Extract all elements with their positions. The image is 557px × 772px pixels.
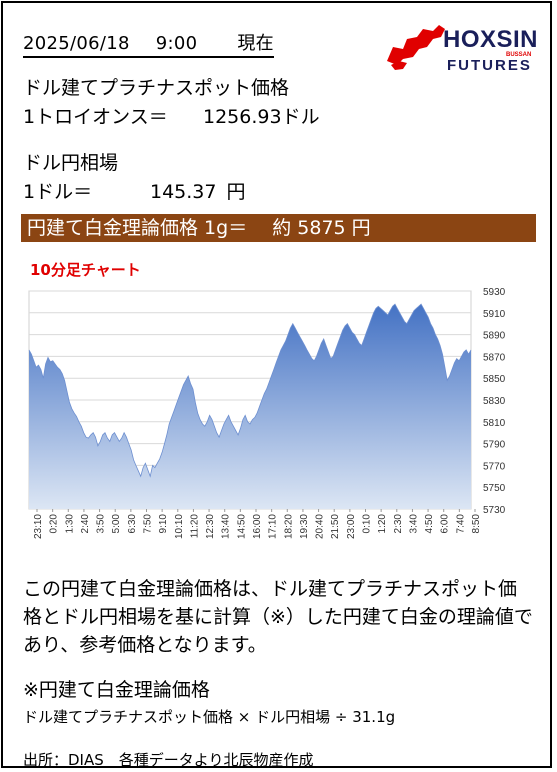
- x-tick-label: 1:20: [377, 514, 388, 534]
- x-tick-label: 8:50: [471, 514, 482, 534]
- x-tick-label: 19:30: [299, 514, 310, 539]
- x-tick-label: 3:50: [96, 514, 107, 534]
- x-tick-label: 14:50: [236, 514, 247, 539]
- source-note: 出所：DIAS 各種データより北辰物産作成: [23, 751, 314, 769]
- x-tick-label: 4:50: [424, 514, 435, 534]
- date-text: 2025/06/18: [23, 33, 130, 54]
- y-tick-label: 5870: [483, 352, 506, 363]
- x-tick-label: 2:30: [393, 514, 404, 534]
- usdjpy-currency: 円: [226, 181, 246, 203]
- x-tick-label: 16:00: [252, 514, 263, 539]
- x-tick-label: 18:20: [283, 514, 294, 539]
- logo-map-icon: [387, 25, 445, 70]
- platinum-unit-label: 1トロイオンス＝: [23, 106, 168, 128]
- platinum-title: ドル建てプラチナスポット価格: [23, 77, 290, 99]
- y-tick-label: 5850: [483, 374, 506, 385]
- x-tick-label: 11:20: [189, 514, 200, 539]
- x-tick-label: 21:50: [330, 514, 341, 539]
- y-tick-label: 5830: [483, 396, 506, 407]
- x-tick-label: 5:00: [111, 514, 122, 534]
- x-tick-label: 6:00: [440, 514, 451, 534]
- series-line: [28, 303, 472, 478]
- time-text: 9:00: [155, 33, 198, 54]
- formula-title: ※円建て白金理論価格: [23, 679, 210, 701]
- series-area: [29, 304, 471, 509]
- theoretical-price-banner: 円建て白金理論価格 1g＝ 約 5875 円: [21, 214, 536, 242]
- logo-name: HOXSIN: [443, 26, 538, 53]
- platinum-currency: ドル: [281, 106, 320, 128]
- y-tick-label: 5930: [483, 287, 506, 298]
- x-tick-label: 0:20: [49, 514, 60, 534]
- x-tick-label: 23:00: [346, 514, 357, 539]
- y-tick-label: 5890: [483, 331, 506, 342]
- now-label: 現在: [237, 33, 274, 54]
- platinum-rate: 1トロイオンス＝ 1256.93ドル: [23, 102, 320, 129]
- company-logo: HOXSIN BUSSAN FUTURES: [383, 17, 543, 77]
- formula-text: ドル建てプラチナスポット価格 × ドル円相場 ÷ 31.1g: [23, 708, 396, 726]
- y-tick-label: 5750: [483, 483, 506, 494]
- x-tick-label: 13:40: [221, 514, 232, 539]
- x-tick-label: 9:10: [158, 514, 169, 534]
- x-tick-label: 7:40: [455, 514, 466, 534]
- x-tick-label: 23:10: [33, 514, 44, 539]
- logo-graphic: HOXSIN BUSSAN FUTURES: [387, 25, 538, 74]
- price-chart: 5730 5750 5770 5790 5810 5830 5850 5870 5890 5910…: [28, 287, 506, 539]
- y-tick-label: 5730: [483, 505, 506, 516]
- y-tick-label: 5910: [483, 309, 506, 320]
- x-tick-label: 7:50: [143, 514, 154, 534]
- platinum-value: 1256.93: [203, 106, 282, 128]
- usdjpy-unit-label: 1ドル＝: [23, 181, 93, 203]
- x-tick-label: 6:30: [127, 514, 138, 534]
- y-tick-label: 5770: [483, 461, 506, 472]
- chart-title: 10分足チャート: [30, 261, 141, 279]
- timestamp-header: 2025/06/18 9:00 現在: [23, 29, 274, 58]
- x-tick-label: 20:40: [315, 514, 326, 539]
- x-tick-label: 17:10: [268, 514, 279, 539]
- x-tick-label: 2:40: [80, 514, 91, 534]
- usdjpy-value: 145.37: [150, 181, 217, 203]
- y-tick-label: 5810: [483, 418, 506, 429]
- x-tick-label: 1:30: [64, 514, 75, 534]
- x-tick-label: 10:10: [174, 514, 185, 539]
- logo-tag: BUSSAN: [506, 52, 531, 58]
- description-text: この円建て白金理論価格は、ドル建てプラチナスポット価格とドル円相場を基に計算（※…: [23, 578, 533, 656]
- y-tick-label: 5790: [483, 440, 506, 451]
- x-tick-label: 12:30: [205, 514, 216, 539]
- logo-subname: FUTURES: [447, 57, 532, 74]
- x-tick-label: 3:40: [408, 514, 419, 534]
- x-tick-label: 0:10: [362, 514, 373, 534]
- usdjpy-title: ドル円相場: [23, 152, 119, 174]
- usdjpy-rate: 1ドル＝ 145.37 円: [23, 177, 246, 204]
